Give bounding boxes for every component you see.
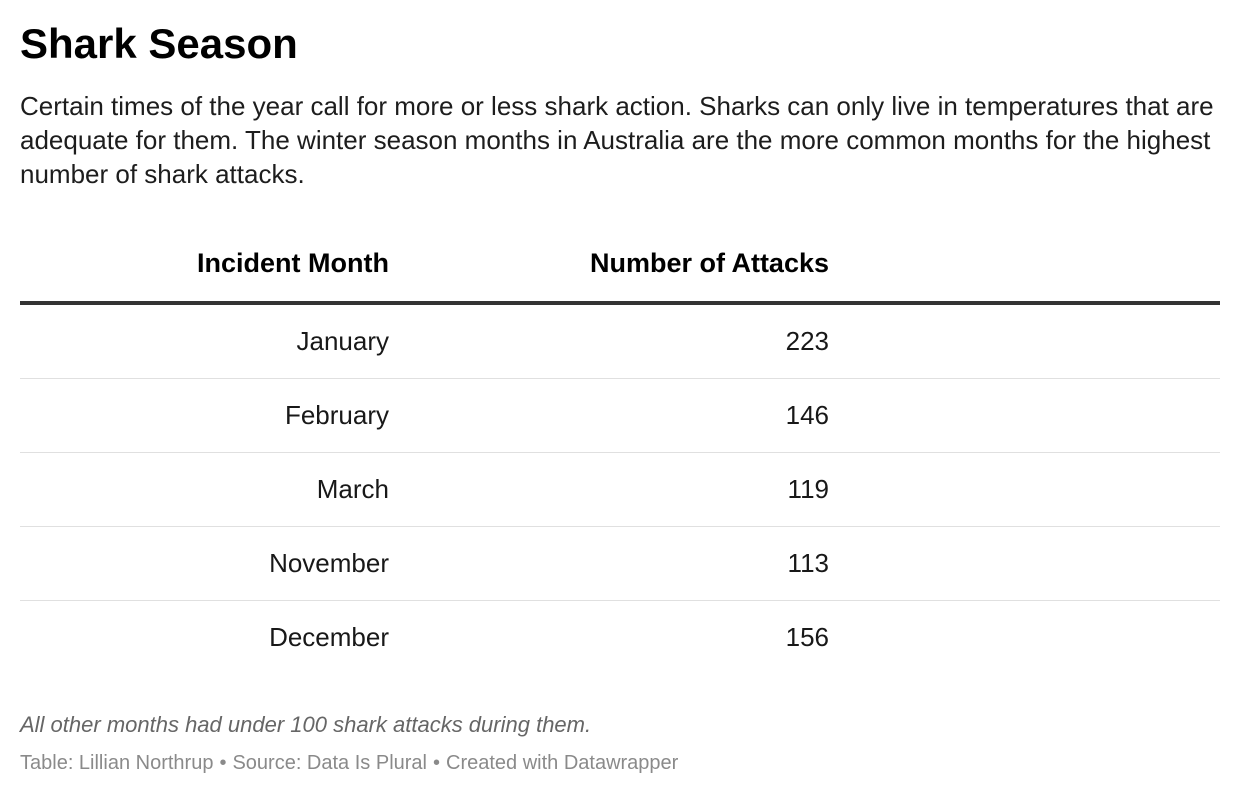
- cell-attacks: 223: [389, 303, 829, 379]
- cell-attacks: 113: [389, 526, 829, 601]
- footer-separator: •: [432, 752, 440, 774]
- column-header-spacer: [829, 226, 1220, 305]
- table-row: January 223: [20, 303, 1220, 379]
- data-table: Incident Month Number of Attacks January…: [20, 226, 1220, 674]
- table-credit: Table: Lillian Northrup: [20, 752, 214, 774]
- cell-month: March: [20, 452, 389, 527]
- cell-spacer: [829, 452, 1220, 527]
- source-credit: Source: Data Is Plural: [232, 752, 427, 774]
- chart-title: Shark Season: [20, 20, 298, 67]
- table-header-row: Incident Month Number of Attacks: [20, 226, 1220, 305]
- cell-month: January: [20, 303, 389, 379]
- cell-spacer: [829, 601, 1220, 675]
- table-row: February 146: [20, 378, 1220, 453]
- cell-spacer: [829, 378, 1220, 453]
- table-note: All other months had under 100 shark att…: [20, 712, 592, 737]
- table-row: December 156: [20, 601, 1220, 675]
- tool-credit: Created with Datawrapper: [446, 752, 679, 774]
- chart-description: Certain times of the year call for more …: [20, 91, 1214, 189]
- cell-month: February: [20, 378, 389, 453]
- cell-attacks: 119: [389, 452, 829, 527]
- cell-month: December: [269, 622, 389, 652]
- chart-footer: Table: Lillian Northrup • Source: Data Is …: [20, 749, 678, 777]
- cell-attacks: 146: [389, 378, 829, 453]
- cell-month: November: [20, 526, 389, 601]
- column-header-number-of-attacks: Number of Attacks: [389, 226, 829, 305]
- table-row: November 113: [20, 526, 1220, 601]
- cell-spacer: [829, 303, 1220, 379]
- column-header-incident-month: Incident Month: [20, 226, 389, 305]
- cell-attacks: 156: [785, 622, 829, 652]
- footer-separator: •: [219, 752, 227, 774]
- table-row: March 119: [20, 452, 1220, 527]
- cell-spacer: [829, 526, 1220, 601]
